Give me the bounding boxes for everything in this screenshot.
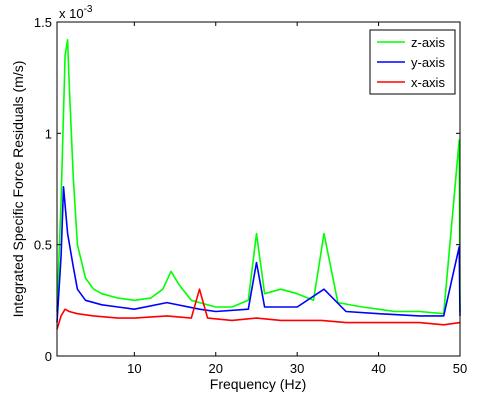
y-tick-label: 1.5 <box>34 15 52 30</box>
x-tick-label: 30 <box>290 361 304 376</box>
x-ticks: 10 20 30 40 50 <box>127 22 467 376</box>
x-axis-label: Frequency (Hz) <box>210 376 306 392</box>
x-tick-label: 10 <box>127 361 141 376</box>
y-tick-label: 0.5 <box>34 238 52 253</box>
legend-label-y-axis: y-axis <box>411 55 445 70</box>
y-exponent-base: x 10 <box>59 6 84 21</box>
x-tick-label: 20 <box>209 361 223 376</box>
y-axis-label: Integrated Specific Force Residuals (m/s… <box>10 61 26 318</box>
series-layer <box>56 38 461 330</box>
y-ticks: 0 0.5 1 1.5 <box>34 15 460 364</box>
plot-frame <box>56 21 461 357</box>
y-exponent-label: x 10-3 <box>59 4 93 21</box>
series-line-x-axis <box>56 288 461 330</box>
y-exponent-power: -3 <box>84 4 93 15</box>
y-tick-label: 1 <box>45 126 52 141</box>
y-tick-label: 0 <box>45 349 52 364</box>
series-line-y-axis <box>56 186 461 323</box>
legend-label-z-axis: z-axis <box>411 35 445 50</box>
series-line-z-axis <box>56 38 461 315</box>
x-tick-label: 40 <box>371 361 385 376</box>
x-tick-label: 50 <box>453 361 467 376</box>
legend-label-x-axis: x-axis <box>411 75 445 90</box>
legend: z-axis y-axis x-axis <box>369 29 456 95</box>
